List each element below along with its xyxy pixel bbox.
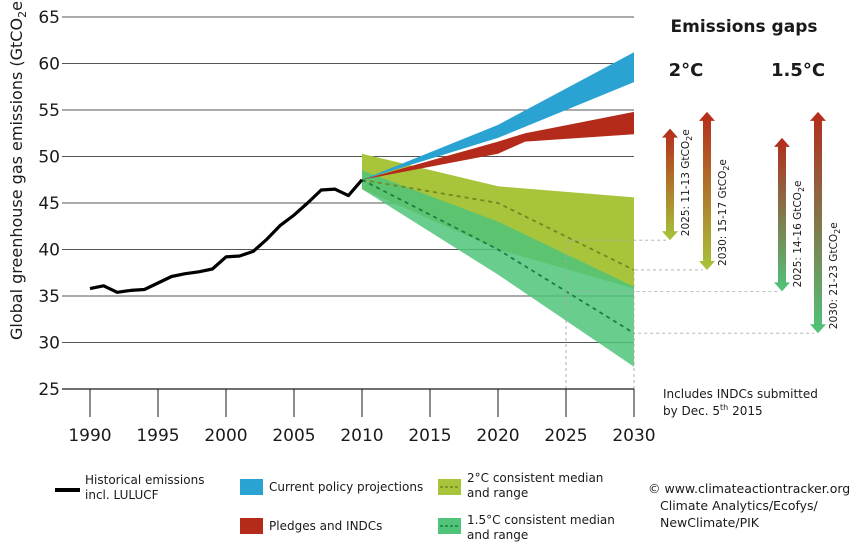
gap-guide-lines [565,239,814,389]
legend-historical-label: Historical emissions [85,473,204,487]
x-tick-labels: 1990 1995 2000 2005 2010 2015 2020 2025 2030 [68,426,655,446]
x-tick-label: 2015 [408,426,451,446]
current-policy-area [362,52,634,180]
gap-label: 2025: 11-13 GtCO2e [680,129,694,236]
legend-current-policy-swatch [240,479,263,495]
grid-lines [62,16,634,343]
x-axis [62,388,635,417]
x-tick-label: 2030 [612,426,655,446]
gap-arrow [699,111,715,270]
pledges-area [362,111,634,180]
y-axis-label: Global greenhouse gas emissions (GtCO2e) [7,0,29,340]
y-tick-label: 55 [38,101,60,121]
source-line2: Climate Analytics/Ecofys/ [660,498,819,513]
median-lines [361,178,635,334]
y-tick-label: 60 [38,55,60,75]
gap-arrow [810,111,826,334]
y-tick-label: 25 [38,380,60,400]
gap-arrow [774,137,790,292]
gap-arrow [662,128,678,241]
indc-note-line1: Includes INDCs submitted [663,387,818,401]
y-tick-label: 35 [38,287,60,307]
y-tick-label: 50 [38,148,60,168]
historical-line-group [89,178,364,294]
gap-label: 2030: 21-23 GtCO2e [828,222,842,329]
source-line1: © www.climateactiontracker.org/ [648,481,850,496]
legend: Historical emissions incl. LULUCF Curren… [55,471,615,542]
y-tick-label: 45 [38,194,60,214]
indc-note-line2: by Dec. 5th 2015 [663,403,763,418]
x-tick-label: 2005 [272,426,315,446]
gap-guide-line [565,290,778,389]
legend-historical-label-2: incl. LULUCF [85,488,159,502]
y-tick-label: 30 [38,334,60,354]
legend-pledges-label: Pledges and INDCs [269,519,382,533]
gaps-title: Emissions gaps [671,17,818,37]
x-tick-label: 2025 [544,426,587,446]
projection-areas [362,52,634,367]
legend-2c-label: 2°C consistent median [467,471,603,485]
x-tick-label: 1995 [136,426,179,446]
legend-pledges-swatch [240,518,263,534]
gap-arrows: 2025: 11-13 GtCO2e 2030: 15-17 GtCO2e 2025… [662,111,842,334]
x-tick-label: 1990 [68,426,111,446]
legend-2c-swatch [438,479,461,495]
one-five-degree-area [362,170,634,367]
legend-15c-label: 1.5°C consistent median [467,513,615,527]
x-tick-label: 2010 [340,426,383,446]
legend-current-policy-label: Current policy projections [269,480,423,494]
one-five-degree-median-line [361,178,635,334]
legend-2c-label-2: and range [467,486,528,500]
gap-header-15c: 1.5°C [771,60,825,81]
x-tick-label: 2000 [204,426,247,446]
y-tick-label: 40 [38,241,60,261]
legend-15c-swatch [438,518,461,534]
source-line3: NewClimate/PIK [660,515,760,530]
y-tick-labels: 25 30 35 40 45 50 55 60 65 [38,8,60,400]
gap-header-2c: 2°C [669,60,704,81]
gap-guide-line [633,332,814,389]
gap-label: 2025: 14-16 GtCO2e [792,180,806,287]
two-degree-median-line [361,178,635,271]
y-tick-label: 65 [38,8,60,28]
x-tick-label: 2020 [476,426,519,446]
legend-15c-label-2: and range [467,528,528,542]
gap-guide-line [633,269,703,389]
historical-emissions-line [89,178,364,294]
gap-label: 2030: 15-17 GtCO2e [717,159,731,266]
